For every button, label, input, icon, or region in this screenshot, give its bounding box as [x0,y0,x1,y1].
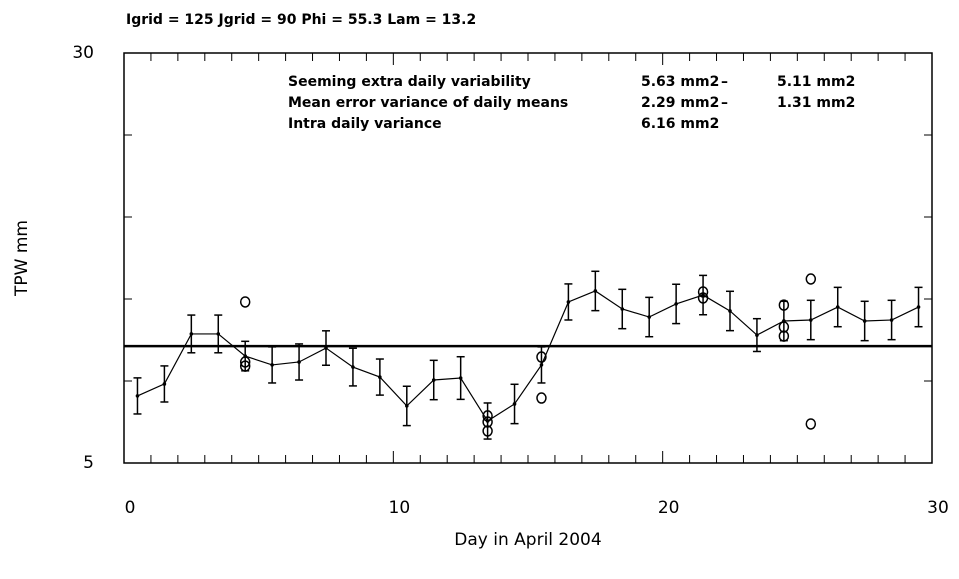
data-point [647,315,651,319]
data-point [809,318,813,322]
data-point [566,300,571,304]
scatter-point [805,273,817,285]
data-point [297,360,301,364]
data-point [512,402,517,406]
data-point [216,332,221,336]
data-point [889,318,894,322]
data-point [674,302,678,306]
data-point [351,365,355,369]
annotation: – [721,74,728,90]
data-point [270,363,274,367]
y-axis-label: TPW mm [12,220,32,297]
data-point [835,305,840,309]
data-point [916,305,921,309]
annotation: – [721,95,728,111]
data-point [620,307,625,311]
scatter-point [239,360,251,372]
data-point [539,363,544,367]
scatter-point [778,330,790,342]
y-tick-label: 30 [72,43,94,63]
scatter-point [697,286,709,298]
scatter-point [778,299,790,311]
header: Igrid = 125 Jgrid = 90 Phi = 55.3 Lam = … [126,12,476,28]
plot-frame [123,52,933,464]
data-point [162,382,167,386]
x-tick-label: 0 [125,498,136,518]
annotation: Mean error variance of daily means [288,95,568,111]
annotation: 5.63 mm2 [641,74,719,90]
scatter-point [778,321,790,333]
annotation: 2.29 mm2 [641,95,719,111]
scatter-point [482,410,493,422]
x-axis-label: Day in April 2004 [454,530,601,550]
data-point [378,375,382,379]
x-tick-label: 20 [658,498,680,518]
annotation: 1.31 mm2 [777,95,855,111]
annotation: Intra daily variance [288,116,442,132]
data-point [862,319,867,323]
scatter-point [697,292,709,304]
annotation: 6.16 mm2 [641,116,719,132]
scatter-point [482,416,493,428]
y-tick-label: 5 [83,453,94,473]
data-point [458,376,463,380]
x-tick-label: 30 [927,498,949,518]
data-point [431,378,436,382]
scatter-point [482,425,493,437]
data-point [135,394,140,398]
scatter-point [805,418,817,430]
data-point [593,289,598,293]
scatter-point [536,351,547,363]
x-tick-label: 10 [389,498,411,518]
data-point [755,333,759,337]
scatter-point [239,296,251,308]
annotation: 5.11 mm2 [777,74,855,90]
data-point [405,404,409,408]
scatter-point [239,356,251,368]
data-point [701,293,705,297]
annotation: Seeming extra daily variability [288,74,531,90]
scatter-point [536,392,547,404]
data-point [728,309,732,313]
data-line [137,290,919,422]
data-point [324,346,328,350]
data-point [189,332,194,336]
